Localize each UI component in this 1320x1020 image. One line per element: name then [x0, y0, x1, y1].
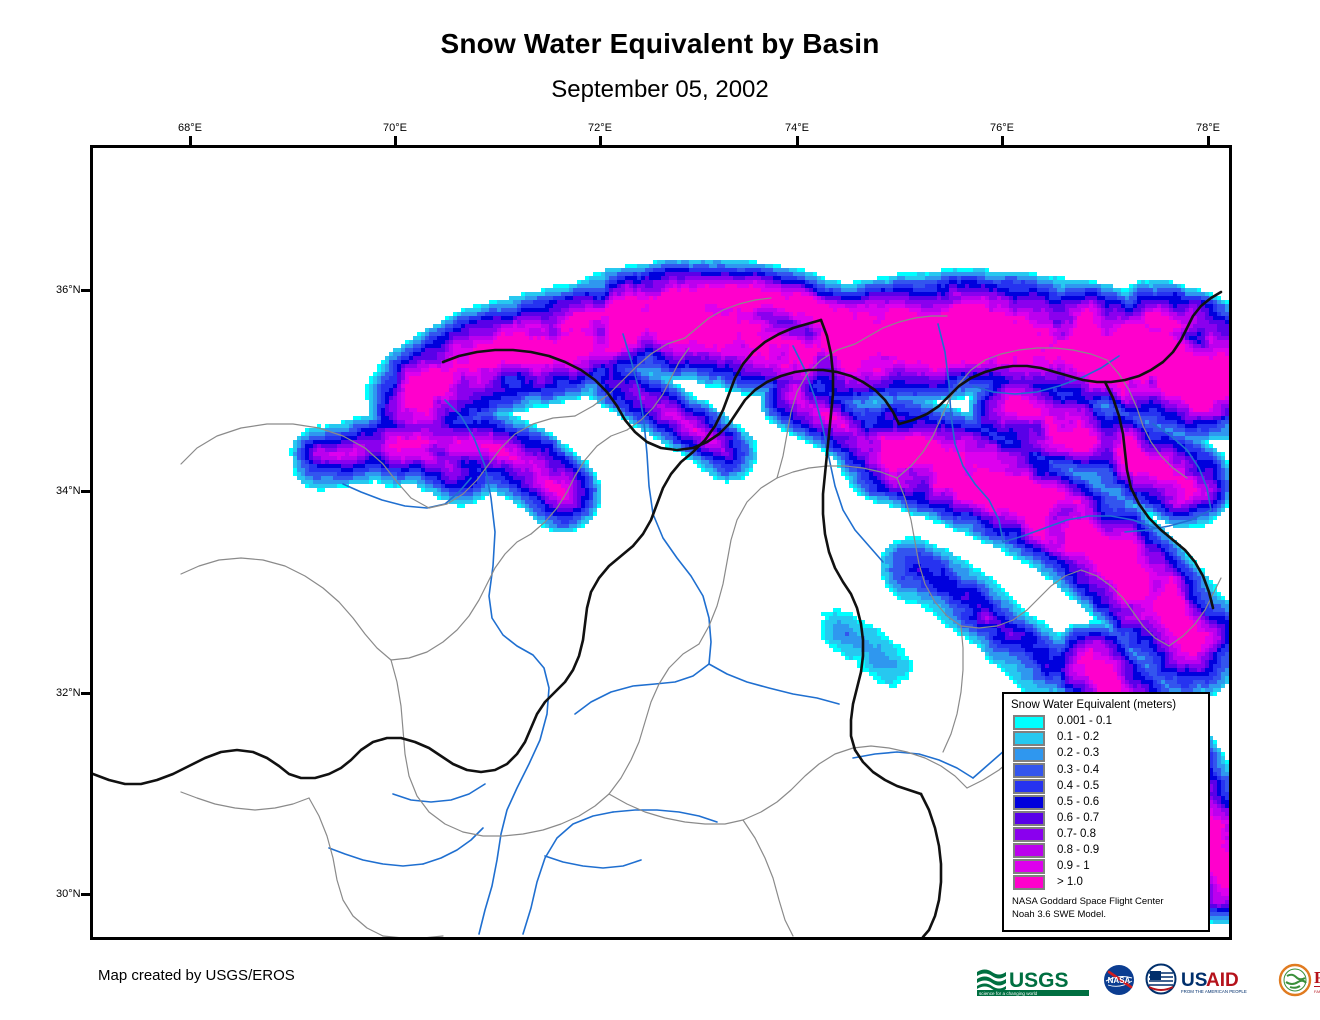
lat-tick-30n — [81, 893, 90, 896]
country-borders-layer — [93, 290, 1223, 937]
lat-tick-36n — [81, 289, 90, 292]
legend-row-1[interactable]: 0.1 - 0.2 — [1011, 730, 1202, 746]
legend-label-2: 0.2 - 0.3 — [1057, 747, 1100, 760]
legend-row-7[interactable]: 0.7- 0.8 — [1011, 827, 1202, 843]
legend-row-5[interactable]: 0.5 - 0.6 — [1011, 794, 1202, 811]
legend-swatch-2 — [1013, 746, 1045, 762]
lon-label-78e: 78°E — [1196, 122, 1220, 134]
legend-row-0[interactable]: 0.001 - 0.1 — [1011, 714, 1202, 730]
legend-swatch-4 — [1013, 778, 1045, 794]
legend-row-4[interactable]: 0.4 - 0.5 — [1011, 778, 1202, 794]
usaid-logo: US AID FROM THE AMERICAN PEOPLE — [1145, 963, 1247, 995]
swe-raster-layer — [289, 260, 1229, 924]
lon-label-74e: 74°E — [785, 122, 809, 134]
legend-note-line1: NASA Goddard Space Flight Center — [1012, 896, 1164, 908]
legend-swatch-0 — [1013, 714, 1045, 730]
legend-title: Snow Water Equivalent (meters) — [1011, 699, 1177, 711]
legend-swatch-3 — [1013, 762, 1045, 778]
page-title: Snow Water Equivalent by Basin — [440, 28, 880, 59]
lat-tick-32n — [81, 692, 90, 695]
lon-tick-76e — [1001, 136, 1004, 145]
lon-label-76e: 76°E — [990, 122, 1014, 134]
lat-label-34n: 34°N — [56, 485, 81, 497]
legend-row-6[interactable]: 0.6 - 0.7 — [1011, 811, 1202, 827]
lon-label-70e: 70°E — [383, 122, 407, 134]
legend-row-10[interactable]: > 1.0 — [1011, 875, 1202, 891]
legend-label-9: 0.9 - 1 — [1057, 860, 1090, 873]
legend-row-9[interactable]: 0.9 - 1 — [1011, 859, 1202, 875]
lon-label-68e: 68°E — [178, 122, 202, 134]
lat-label-32n: 32°N — [56, 687, 81, 699]
legend-rows: 0.001 - 0.1 0.1 - 0.2 0.2 - 0.3 0.3 - 0.4 0.… — [1011, 714, 1202, 891]
lon-tick-78e — [1207, 136, 1210, 145]
legend-swatch-7 — [1013, 827, 1045, 843]
legend-swatch-5 — [1013, 795, 1045, 811]
lon-tick-72e — [599, 136, 602, 145]
agency-logos: USGS science for a changing world NASA U… — [975, 962, 1320, 998]
legend-label-1: 0.1 - 0.2 — [1057, 731, 1100, 744]
legend-row-3[interactable]: 0.3 - 0.4 — [1011, 762, 1202, 778]
map-frame[interactable] — [90, 145, 1232, 940]
page-subtitle: September 05, 2002 — [551, 76, 769, 103]
lon-tick-74e — [796, 136, 799, 145]
nasa-logo: NASA — [1104, 965, 1134, 995]
legend-swatch-8 — [1013, 843, 1045, 859]
lat-tick-34n — [81, 490, 90, 493]
legend-swatch-1 — [1013, 730, 1045, 746]
legend-label-10: > 1.0 — [1057, 876, 1083, 889]
legend-label-4: 0.4 - 0.5 — [1057, 779, 1100, 792]
basin-boundaries-layer — [180, 297, 1222, 937]
lat-label-36n: 36°N — [56, 284, 81, 296]
usgs-logo: USGS science for a changing world — [977, 969, 1089, 996]
fewsnet-logo: FEWS NET FAMINE EARLY WARNING SYSTEMS NE… — [1278, 963, 1320, 997]
map-legend[interactable]: Snow Water Equivalent (meters) 0.001 - 0… — [1002, 692, 1210, 932]
lon-label-72e: 72°E — [588, 122, 612, 134]
legend-label-0: 0.001 - 0.1 — [1057, 715, 1112, 728]
legend-label-6: 0.6 - 0.7 — [1057, 811, 1100, 824]
legend-label-5: 0.5 - 0.6 — [1057, 795, 1100, 808]
legend-label-3: 0.3 - 0.4 — [1057, 763, 1100, 776]
legend-swatch-9 — [1013, 859, 1045, 875]
legend-swatch-6 — [1013, 811, 1045, 827]
lon-tick-68e — [189, 136, 192, 145]
legend-row-2[interactable]: 0.2 - 0.3 — [1011, 746, 1202, 762]
legend-label-8: 0.8 - 0.9 — [1057, 844, 1100, 857]
lon-tick-70e — [394, 136, 397, 145]
legend-note-line2: Noah 3.6 SWE Model. — [1012, 908, 1106, 920]
map-credit: Map created by USGS/EROS — [98, 967, 295, 984]
lat-label-30n: 30°N — [56, 888, 81, 900]
legend-swatch-10 — [1013, 875, 1045, 891]
map-canvas[interactable] — [93, 148, 1229, 937]
legend-row-8[interactable]: 0.8 - 0.9 — [1011, 843, 1202, 859]
legend-label-7: 0.7- 0.8 — [1057, 827, 1096, 840]
